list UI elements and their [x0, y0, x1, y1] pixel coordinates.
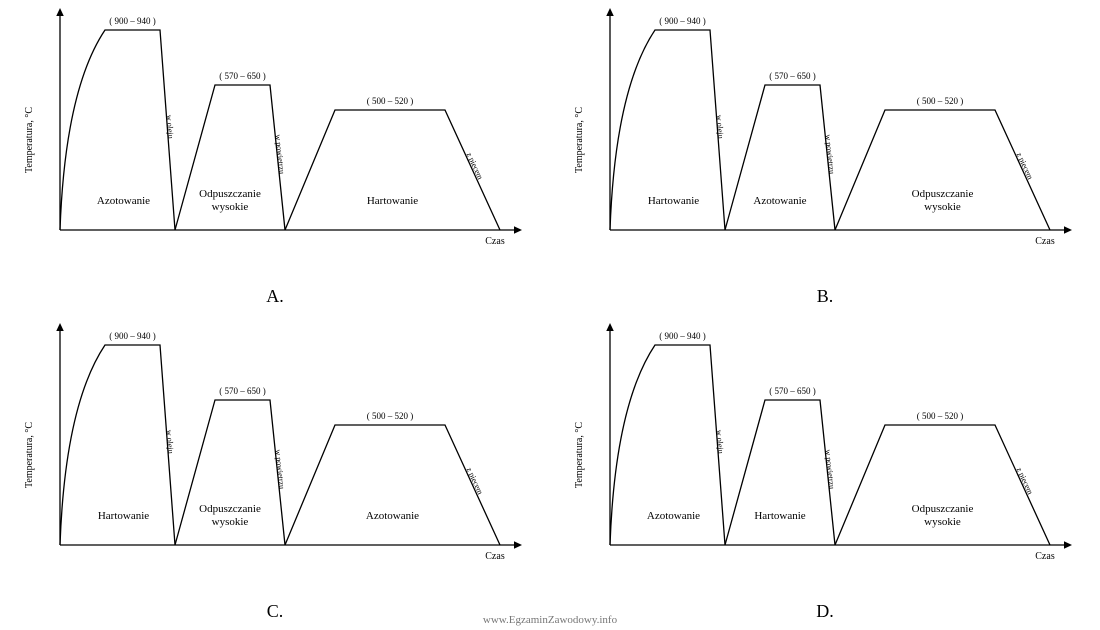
svg-text:w powietrzu: w powietrzu [823, 449, 836, 489]
svg-text:Azotowanie: Azotowanie [647, 510, 700, 522]
svg-text:wysokie: wysokie [212, 516, 249, 528]
svg-text:Temperatura, °C: Temperatura, °C [24, 422, 35, 488]
panel-b: Temperatura, °C Czas ( 900 – 940 ) ( 570 – … [550, 0, 1100, 315]
svg-text:Odpuszczanie: Odpuszczanie [912, 188, 974, 200]
svg-text:( 500 – 520 ): ( 500 – 520 ) [367, 96, 414, 106]
svg-text:( 500 – 520 ): ( 500 – 520 ) [367, 411, 414, 421]
svg-text:w oleju: w oleju [165, 430, 176, 454]
svg-text:w powietrzu: w powietrzu [273, 449, 286, 489]
svg-text:Hartowanie: Hartowanie [367, 195, 418, 207]
svg-text:w powietrzu: w powietrzu [273, 134, 286, 174]
svg-text:Odpuszczanie: Odpuszczanie [199, 188, 261, 200]
svg-text:z piecem: z piecem [465, 151, 485, 181]
svg-text:Czas: Czas [485, 236, 505, 247]
svg-text:Azotowanie: Azotowanie [366, 510, 419, 522]
panel-c: Temperatura, °C Czas ( 900 – 940 ) ( 570 – … [0, 315, 550, 630]
svg-text:wysokie: wysokie [212, 201, 249, 213]
svg-text:( 900 – 940 ): ( 900 – 940 ) [659, 16, 706, 26]
panel-letter: B. [550, 286, 1100, 307]
svg-text:Czas: Czas [1035, 551, 1055, 562]
svg-text:w powietrzu: w powietrzu [823, 134, 836, 174]
svg-text:Odpuszczanie: Odpuszczanie [199, 503, 261, 515]
svg-text:Hartowanie: Hartowanie [754, 510, 805, 522]
panel-a: Temperatura, °C Czas ( 900 – 940 ) ( 570 – … [0, 0, 550, 315]
svg-text:z piecem: z piecem [465, 466, 485, 496]
svg-text:Azotowanie: Azotowanie [97, 195, 150, 207]
svg-text:Czas: Czas [485, 551, 505, 562]
svg-text:z piecem: z piecem [1015, 466, 1035, 496]
svg-text:w oleju: w oleju [165, 115, 176, 139]
svg-text:Odpuszczanie: Odpuszczanie [912, 503, 974, 515]
svg-text:wysokie: wysokie [924, 201, 961, 213]
svg-text:( 500 – 520 ): ( 500 – 520 ) [917, 96, 964, 106]
svg-text:wysokie: wysokie [924, 516, 961, 528]
page: Temperatura, °C Czas ( 900 – 940 ) ( 570 – … [0, 0, 1100, 630]
svg-text:Temperatura, °C: Temperatura, °C [24, 107, 35, 173]
svg-text:w oleju: w oleju [715, 115, 726, 139]
panel-letter: A. [0, 286, 550, 307]
svg-text:Czas: Czas [1035, 236, 1055, 247]
svg-text:( 570 – 650 ): ( 570 – 650 ) [219, 386, 266, 396]
panel-grid: Temperatura, °C Czas ( 900 – 940 ) ( 570 – … [0, 0, 1100, 630]
svg-text:Temperatura, °C: Temperatura, °C [574, 422, 585, 488]
svg-text:Temperatura, °C: Temperatura, °C [574, 107, 585, 173]
svg-text:( 570 – 650 ): ( 570 – 650 ) [769, 71, 816, 81]
svg-text:( 900 – 940 ): ( 900 – 940 ) [109, 16, 156, 26]
svg-text:( 500 – 520 ): ( 500 – 520 ) [917, 411, 964, 421]
svg-text:Azotowanie: Azotowanie [753, 195, 806, 207]
svg-text:( 570 – 650 ): ( 570 – 650 ) [769, 386, 816, 396]
svg-text:Hartowanie: Hartowanie [648, 195, 699, 207]
svg-text:Hartowanie: Hartowanie [98, 510, 149, 522]
panel-d: Temperatura, °C Czas ( 900 – 940 ) ( 570 – … [550, 315, 1100, 630]
svg-text:w oleju: w oleju [715, 430, 726, 454]
footer-watermark: www.EgzaminZawodowy.info [0, 614, 1100, 626]
svg-text:( 900 – 940 ): ( 900 – 940 ) [109, 331, 156, 341]
svg-text:( 570 – 650 ): ( 570 – 650 ) [219, 71, 266, 81]
svg-text:( 900 – 940 ): ( 900 – 940 ) [659, 331, 706, 341]
svg-text:z piecem: z piecem [1015, 151, 1035, 181]
